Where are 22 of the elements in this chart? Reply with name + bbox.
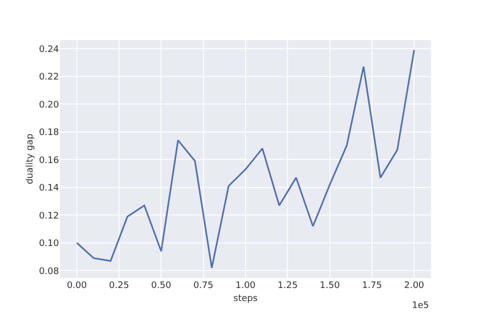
y-tick-label: 0.14 bbox=[38, 184, 60, 194]
y-axis-title: duality gap bbox=[25, 133, 36, 184]
x-tick-label: 1.75 bbox=[362, 281, 382, 291]
y-tick-label: 0.12 bbox=[38, 211, 59, 222]
x-tick-label: 0.25 bbox=[108, 281, 130, 291]
line-series bbox=[76, 49, 415, 269]
x-tick-label: 1.00 bbox=[235, 281, 256, 291]
x-tick-label: 0.50 bbox=[151, 281, 172, 291]
x-axis-title: steps bbox=[233, 294, 258, 304]
x-tick-label: 1.25 bbox=[278, 281, 298, 291]
x-tick-label: 0.75 bbox=[193, 281, 214, 291]
y-tick-label: 0.08 bbox=[38, 266, 60, 277]
y-tick-label: 0.24 bbox=[38, 44, 60, 55]
y-tick-label: 0.18 bbox=[38, 128, 60, 138]
y-tick-label: 0.20 bbox=[38, 100, 60, 110]
x-tick-label: 1.50 bbox=[320, 281, 340, 291]
text: 1e5 bbox=[412, 301, 429, 311]
x-tick-label: 0.00 bbox=[66, 281, 88, 291]
y-tick-label: 0.16 bbox=[38, 156, 60, 166]
x-tick-label: 2.00 bbox=[404, 281, 424, 291]
y-tick-label: 0.10 bbox=[38, 239, 60, 250]
y-tick-label: 0.22 bbox=[38, 72, 59, 83]
